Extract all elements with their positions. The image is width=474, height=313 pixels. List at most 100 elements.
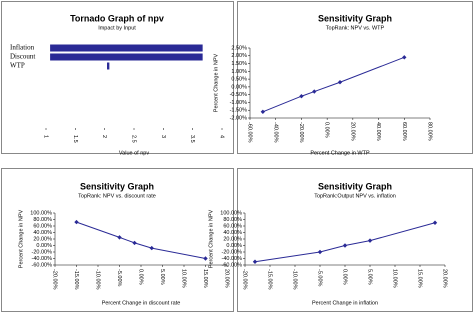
y-tick-label: 0.00% xyxy=(36,243,52,249)
x-tick-label: 4 xyxy=(219,135,225,138)
data-point xyxy=(74,219,79,225)
data-point xyxy=(432,220,438,225)
y-tick-label: -60.00% xyxy=(32,262,53,268)
y-tick-label: 2.00% xyxy=(231,53,247,59)
y-tick-label: 20.00% xyxy=(223,236,242,242)
x-tick-label: 80.00% xyxy=(427,122,433,141)
panel xyxy=(237,1,473,154)
x-tick-label: 20.00% xyxy=(442,269,448,288)
x-tick-label: -5.00% xyxy=(317,269,323,287)
data-point xyxy=(312,89,317,94)
chart-title: Sensitivity Graph xyxy=(318,13,392,23)
y-tick-label: -40.00% xyxy=(222,256,243,262)
x-tick-label: 40.00% xyxy=(375,122,381,141)
x-axis-label: Percent Change in discount rate xyxy=(102,300,181,306)
x-axis-label: Percent Change in inflation xyxy=(312,300,378,306)
chart-subtitle: TopRank: NPV vs. discount rate xyxy=(78,193,156,199)
panel xyxy=(1,1,234,154)
x-tick-label: 0.00% xyxy=(138,269,144,285)
y-tick-label: 1.00% xyxy=(231,69,247,75)
y-tick-label: -40.00% xyxy=(32,256,53,262)
chart-title: Sensitivity Graph xyxy=(318,181,392,191)
x-tick-label: 1 xyxy=(43,135,49,138)
data-point xyxy=(342,243,348,248)
x-tick-label: 20.00% xyxy=(224,269,230,288)
category-label: WTP xyxy=(10,62,25,70)
x-tick-label: 3.5 xyxy=(189,135,195,143)
chart-title: Tornado Graph of npv xyxy=(70,13,164,23)
x-tick-label: -20.00% xyxy=(242,269,248,290)
y-tick-label: 80.00% xyxy=(223,217,242,223)
y-tick-label: -20.00% xyxy=(222,249,243,255)
data-point xyxy=(132,240,137,246)
data-point xyxy=(149,245,154,251)
y-tick-label: 80.00% xyxy=(33,217,52,223)
y-tick-label: -2.00% xyxy=(230,115,248,121)
category-label: Inflation xyxy=(10,44,35,52)
x-tick-label: 20.00% xyxy=(349,122,355,141)
x-tick-label: 5.00% xyxy=(159,269,165,285)
y-tick-label: 1.50% xyxy=(231,61,247,67)
panel xyxy=(1,168,234,312)
x-tick-label: 0.00% xyxy=(342,269,348,285)
bar xyxy=(50,44,203,52)
x-tick-label: 2 xyxy=(101,135,107,138)
data-point xyxy=(260,109,266,114)
x-tick-label: -60.00% xyxy=(247,122,253,143)
y-tick-label: 0.00% xyxy=(226,243,242,249)
y-tick-label: 100.00% xyxy=(220,210,242,216)
y-tick-label: 0.50% xyxy=(231,77,247,83)
x-tick-label: -10.00% xyxy=(292,269,298,290)
y-tick-label: 60.00% xyxy=(33,223,52,229)
x-tick-label: -20.00% xyxy=(52,269,58,290)
category-label: Discount xyxy=(10,53,35,61)
chart-subtitle: TopRank: NPV vs. WTP xyxy=(326,25,385,31)
x-tick-label: 0.00% xyxy=(324,122,330,138)
y-tick-label: 40.00% xyxy=(33,230,52,236)
x-tick-label: -20.00% xyxy=(298,122,304,143)
data-point xyxy=(203,256,208,261)
y-tick-label: 100.00% xyxy=(30,210,52,216)
y-axis-label: Percent Change in NPV xyxy=(213,53,219,112)
x-axis-label: Percent Change in WTP xyxy=(310,150,370,156)
data-point xyxy=(117,235,122,240)
x-tick-label: 1.5 xyxy=(72,135,78,143)
y-tick-label: -1.00% xyxy=(230,100,248,106)
y-axis-label: Percent Change in NPV xyxy=(208,209,214,268)
data-point xyxy=(299,94,304,99)
data-point xyxy=(402,55,407,60)
x-tick-label: -40.00% xyxy=(272,122,278,143)
y-tick-label: -60.00% xyxy=(222,262,243,268)
y-tick-label: -20.00% xyxy=(32,249,53,255)
x-tick-label: 15.00% xyxy=(202,269,208,288)
panel xyxy=(237,168,473,312)
data-point xyxy=(317,249,323,255)
chart-subtitle: TopRank:Output NPV vs. inflation xyxy=(314,193,396,199)
y-axis-label: Percent Change in NPV xyxy=(18,209,24,268)
y-tick-label: 2.50% xyxy=(231,45,247,51)
bar xyxy=(50,53,203,61)
x-tick-label: 5.00% xyxy=(367,269,373,285)
x-tick-label: 10.00% xyxy=(181,269,187,288)
x-tick-label: 60.00% xyxy=(401,122,407,141)
x-tick-label: -15.00% xyxy=(267,269,273,290)
y-tick-label: -1.50% xyxy=(230,108,248,114)
x-tick-label: -5.00% xyxy=(116,269,122,287)
x-axis-label: Value of npv xyxy=(119,150,149,156)
y-tick-label: 20.00% xyxy=(33,236,52,242)
x-tick-label: 15.00% xyxy=(417,269,423,288)
bar xyxy=(107,62,110,70)
x-tick-label: 10.00% xyxy=(392,269,398,288)
data-point xyxy=(367,238,373,243)
y-tick-label: 40.00% xyxy=(223,230,242,236)
data-point xyxy=(252,259,258,264)
chart-title: Sensitivity Graph xyxy=(80,181,154,191)
x-tick-label: 2.5 xyxy=(131,135,137,143)
data-point xyxy=(337,80,343,85)
chart-subtitle: Impact by Input xyxy=(98,25,136,31)
x-tick-label: 3 xyxy=(160,135,166,138)
y-tick-label: 60.00% xyxy=(223,223,242,229)
y-tick-label: 0.00% xyxy=(231,84,247,90)
x-tick-label: -10.00% xyxy=(95,269,101,290)
